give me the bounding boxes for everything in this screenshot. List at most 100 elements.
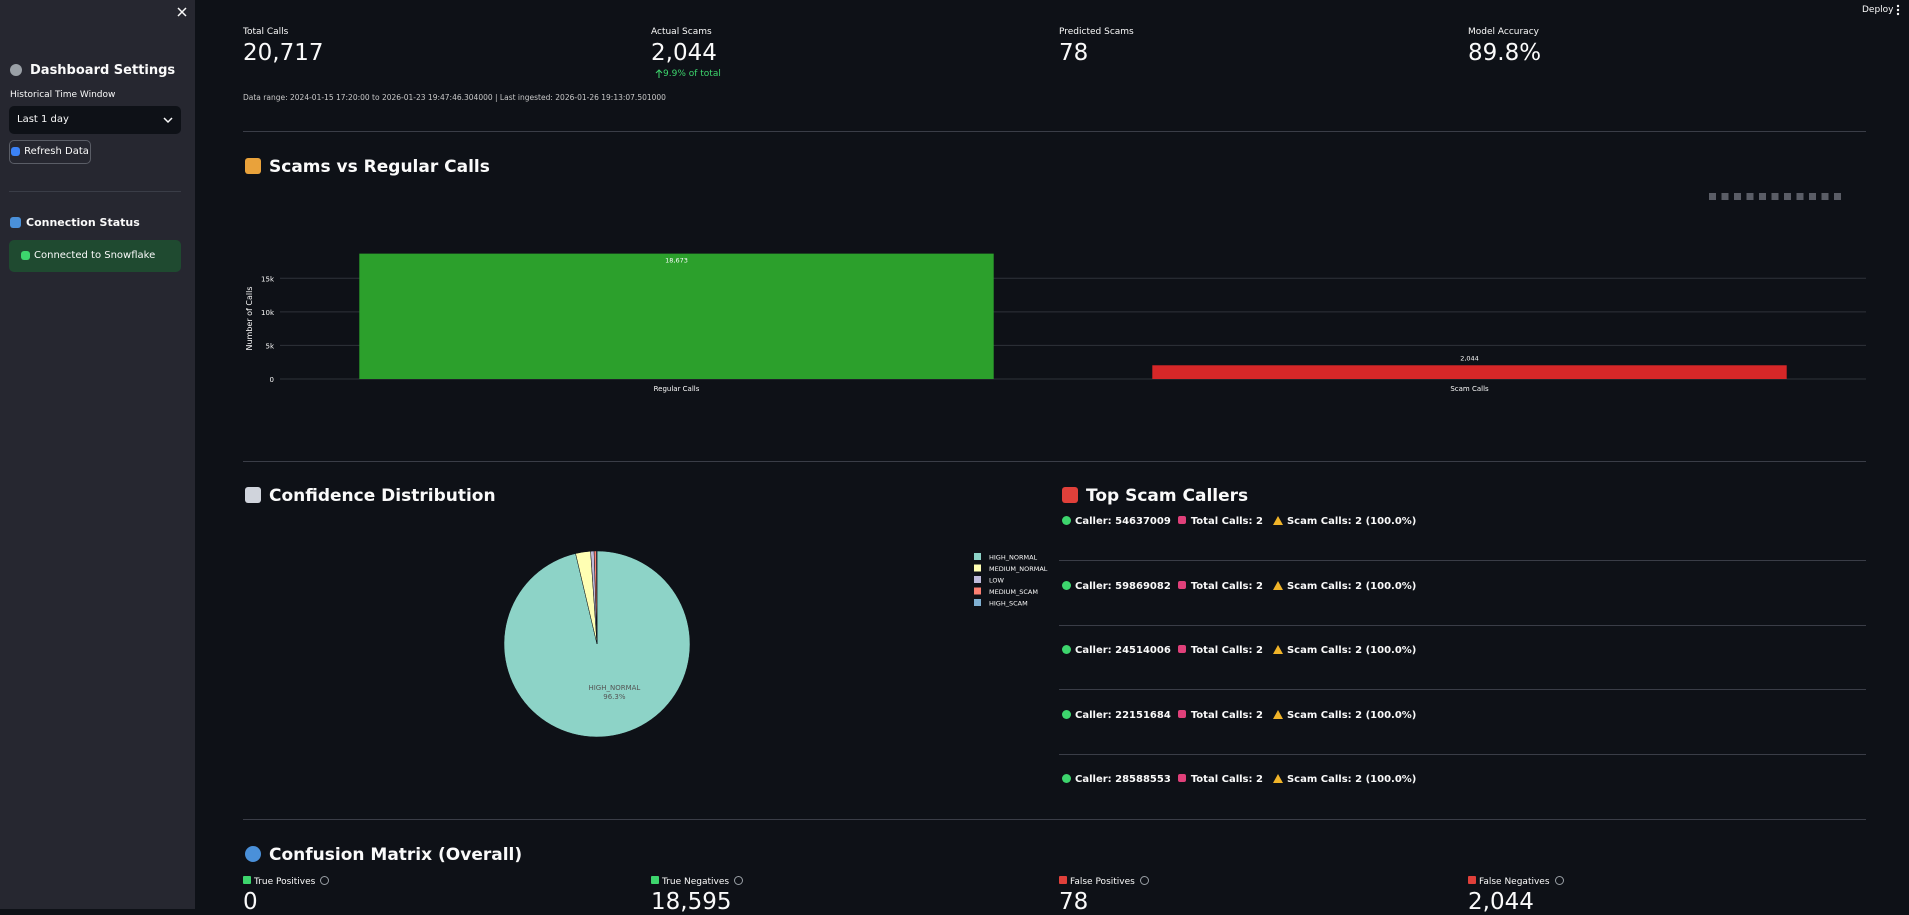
legend-label: MEDIUM_SCAM [989,588,1038,596]
connection-status: Connected to Snowflake [9,240,181,272]
status-dot [1062,774,1071,783]
legend-swatch [974,587,981,595]
metric-label-text: True Positives [254,877,316,887]
legend-label: HIGH_NORMAL [989,554,1038,562]
warn-icon [1272,516,1283,525]
metric-label: False Negatives [1468,876,1564,887]
section-title: Confidence Distribution [245,486,496,506]
select-value: Last 1 day [17,114,69,125]
metric-label: True Negatives [651,876,744,887]
divider [1059,753,1866,755]
refresh-button[interactable]: Refresh Data [9,140,91,164]
metric-value: 89.8% [1468,40,1542,66]
caller-row: Caller: 28588553 Total Calls: 2 Scam Calls… [1062,774,1416,785]
sidebar-title-text: Dashboard Settings [30,63,176,78]
scam-label: Scam Calls: [1286,645,1352,656]
caller-label: Caller: [1075,709,1112,721]
metric-icon [243,876,251,884]
caller-row: Caller: 59869082 Total Calls: 2 Scam Calls… [1062,580,1417,592]
phone-icon [1177,580,1186,589]
legend-label: HIGH_SCAM [989,600,1028,608]
metric-label: Total Calls [243,27,289,37]
warn-icon [1272,774,1283,783]
metric-label-text: False Negatives [1479,877,1550,887]
bar [1152,365,1787,379]
total-value: 2 [1256,709,1263,721]
total-label: Total Calls: [1190,774,1253,785]
phone-icon [1177,645,1186,653]
caller-row: Caller: 24514006 Total Calls: 2 Scam Calls… [1062,645,1416,656]
metric-label: False Positives [1059,876,1149,887]
connection-text: Connected to Snowflake [34,250,156,261]
warn-icon [1272,645,1283,654]
metric-icon [651,876,659,884]
pie-slice [596,550,598,645]
help-icon [734,876,744,885]
bar-chart: 0 5k 10k 15k Number of Calls 18,673 Regular Ca… [245,193,1866,393]
total-label: Total Calls: [1190,709,1253,721]
title-text: Confusion Matrix (Overall) [269,845,523,865]
caller-label: Caller: [1075,516,1112,527]
caller-label: Caller: [1075,645,1112,656]
select-label: Historical Time Window [10,90,116,100]
scam-value: 2 (100.0%) [1355,580,1417,592]
caller-id: 28588553 [1115,774,1171,785]
sidebar: Dashboard Settings Historical Time Windo… [0,0,195,909]
warn-icon [1272,580,1283,590]
total-label: Total Calls: [1190,580,1253,592]
help-icon [1139,876,1149,885]
toolbar-icon [1821,193,1829,200]
scam-label: Scam Calls: [1286,516,1352,527]
section-title: Confusion Matrix (Overall) [245,845,522,865]
connection-title-text: Connection Status [26,216,140,229]
phone-icon [1177,516,1186,524]
close-button[interactable] [176,6,188,18]
toolbar-icon [1709,193,1716,200]
deploy-button[interactable]: Deploy [1862,5,1894,15]
y-tick-label: 5k [265,342,274,350]
delta-arrow [655,69,663,78]
connection-title: Connection Status [10,216,140,229]
metric-label: True Positives [243,876,330,887]
y-tick-label: 0 [270,376,274,384]
metric-icon [1468,876,1476,884]
help-icon [1554,876,1564,885]
scam-value: 2 (100.0%) [1355,774,1417,785]
y-tick-label: 15k [261,275,275,283]
chevron [163,117,173,124]
slice-label: 96.3% [603,693,626,701]
scam-value: 2 (100.0%) [1355,516,1417,527]
toolbar-icon [1721,193,1729,200]
sidebar-title: Dashboard Settings [10,63,175,78]
metric-value: 78 [1059,889,1089,915]
caller-id: 59869082 [1115,580,1171,592]
toolbar-icon [1834,193,1841,200]
metric-value: 78 [1059,40,1089,66]
scam-label: Scam Calls: [1286,580,1352,592]
metric-value: 18,595 [651,889,732,915]
section-title: Top Scam Callers [1062,486,1248,506]
time-window-select[interactable]: Last 1 day [9,106,181,134]
legend-swatch [974,553,981,560]
section-title: Scams vs Regular Calls [245,157,490,177]
caller-id: 22151684 [1115,709,1171,721]
pie-chart: HIGH_NORMAL96.3%HIGH_NORMALMEDIUM_NORMAL… [503,550,1048,738]
y-axis-title: Number of Calls [245,286,254,350]
toolbar-icon [1759,193,1766,200]
toolbar-icon [1809,193,1816,200]
toolbar-icon [1796,193,1804,200]
total-value: 2 [1256,516,1263,527]
metric-value: 20,717 [243,40,324,66]
total-label: Total Calls: [1190,645,1253,656]
value-label: 18,673 [665,257,688,265]
toolbar-icon [1746,193,1754,200]
legend-swatch [974,599,981,606]
divider [1059,689,1866,690]
scam-label: Scam Calls: [1286,774,1352,785]
total-label: Total Calls: [1190,516,1253,527]
menu-button[interactable] [1895,4,1901,16]
warn-icon [1272,709,1283,719]
legend-label: LOW [989,577,1005,585]
title-text: Scams vs Regular Calls [269,157,490,177]
title-text: Confidence Distribution [269,486,496,506]
